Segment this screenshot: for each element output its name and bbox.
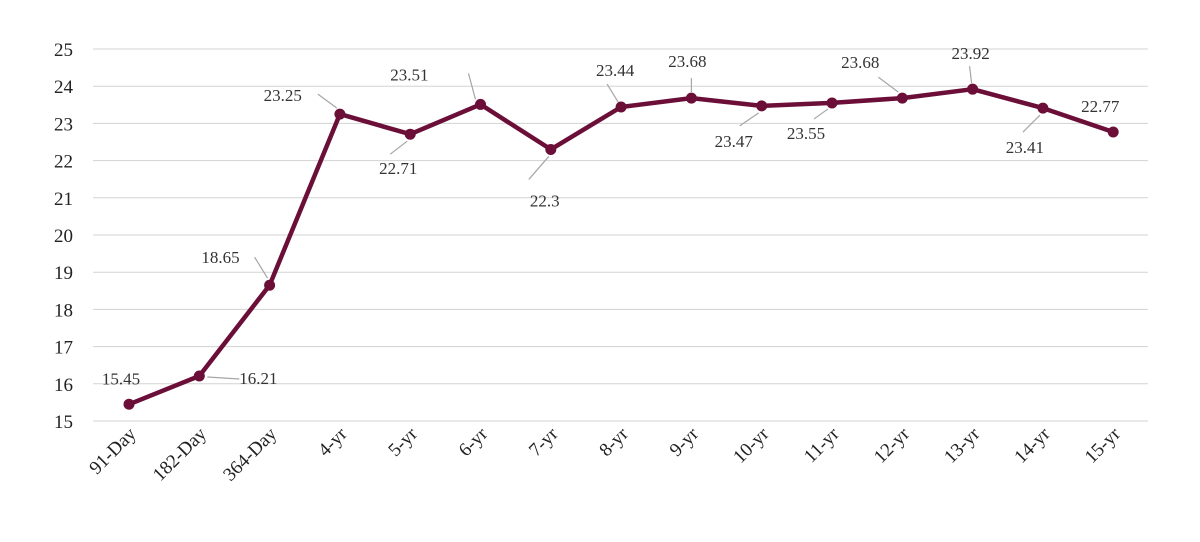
x-tick-label: 9-yr [666,423,704,461]
x-tick-label: 8-yr [595,423,633,461]
data-point [615,101,627,113]
data-label: 18.65 [201,248,239,267]
leader-line [813,108,829,120]
data-label: 23.47 [715,132,754,151]
data-label: 15.45 [102,369,140,388]
data-point [123,398,135,410]
x-tick-label: 12-yr [870,423,914,467]
data-point [545,143,557,155]
data-point [193,370,205,382]
data-point [475,98,486,110]
y-tick-label: 17 [54,338,73,359]
x-tick-label: 364-Day [219,423,281,485]
data-label: 22.3 [530,191,560,210]
y-tick-label: 25 [54,40,73,61]
x-tick-label: 91-Day [85,423,140,478]
y-tick-label: 22 [54,152,73,173]
x-tick-label: 182-Day [149,423,211,485]
data-labels: 15.45 16.21 18.65 23.25 22.71 23.51 22.3 23.44 2… [102,44,1120,388]
y-tick-label: 24 [54,77,74,98]
data-label: 16.21 [239,369,277,388]
y-tick-label: 23 [54,114,73,135]
leader-line [969,66,973,84]
x-tick-label: 15-yr [1081,423,1125,467]
x-tick-label: 5-yr [385,423,423,461]
data-label: 23.55 [787,124,825,143]
data-label: 23.68 [841,53,879,72]
x-tick-label: 4-yr [314,423,352,461]
data-label: 22.77 [1081,97,1120,116]
series-line [126,86,1116,407]
leader-line [528,156,550,180]
x-tick-label: 14-yr [1010,423,1054,467]
series [123,83,1119,410]
leader-line [254,256,269,279]
x-tick-label: 6-yr [455,423,493,461]
leader-line [389,140,408,155]
x-tick-label: 11-yr [800,423,844,467]
data-label: 23.68 [668,52,706,71]
x-axis-ticks: 91-Day 182-Day 364-Day 4-yr 5-yr 6-yr 7-yr 8-yr… [85,423,1125,485]
leader-line [877,76,899,93]
data-point [685,92,697,104]
x-tick-label: 10-yr [729,423,773,467]
leader-line [739,112,760,127]
data-point [1037,102,1049,114]
leader-line [317,93,338,109]
data-point [896,92,908,104]
leader-line [207,376,240,380]
data-label: 23.51 [390,65,428,84]
y-tick-label: 15 [54,412,73,433]
leader-line [467,73,477,100]
y-tick-label: 18 [54,300,73,321]
y-tick-label: 20 [54,226,73,247]
data-label: 23.25 [264,86,302,105]
leader-line [1022,114,1041,133]
data-label: 23.41 [1006,138,1044,157]
y-tick-label: 21 [54,189,73,210]
data-point [264,279,276,291]
data-point [1107,126,1119,138]
y-tick-label: 19 [54,263,73,284]
data-label: 23.92 [951,44,989,63]
y-tick-label: 16 [54,375,73,396]
x-tick-label: 13-yr [940,423,984,467]
data-point [334,108,346,120]
leader-line [606,83,619,103]
data-point [826,97,838,109]
data-label: 22.71 [379,159,417,178]
data-point [756,100,768,112]
data-label: 23.44 [596,61,635,80]
y-axis-ticks: 15 16 17 18 19 20 21 22 23 24 25 [54,40,74,433]
x-tick-label: 7-yr [525,423,563,461]
data-point [404,128,416,140]
data-point [967,83,979,95]
label-leader-lines [207,66,1041,380]
